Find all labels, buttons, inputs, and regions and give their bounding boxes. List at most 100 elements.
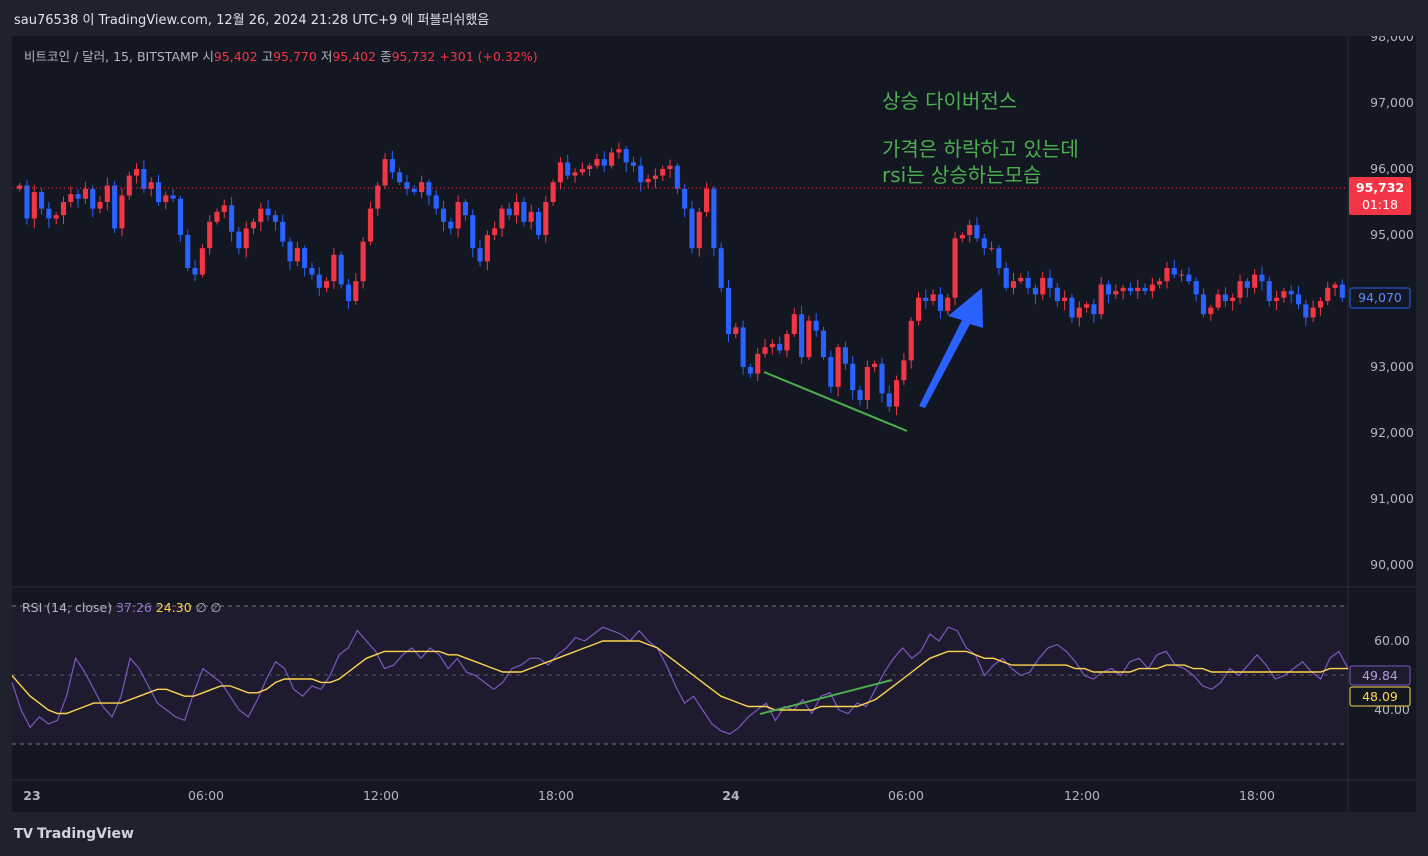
candle-body bbox=[112, 185, 118, 229]
candle-body bbox=[1149, 284, 1155, 292]
candle-body bbox=[506, 208, 512, 216]
candle-body bbox=[39, 192, 45, 209]
candle-body bbox=[75, 194, 81, 199]
candle-body bbox=[155, 182, 162, 202]
chart-area[interactable]: 98,000 97,000 96,000 95,000 93,000 92,000 91,0… bbox=[12, 36, 1416, 812]
candle-body bbox=[177, 198, 183, 235]
candle-body bbox=[221, 205, 227, 212]
rsi-ma-line bbox=[12, 640, 1348, 715]
candle-body bbox=[141, 169, 147, 189]
candle-body bbox=[806, 320, 812, 358]
candle-body bbox=[923, 297, 929, 301]
candle-body bbox=[1230, 297, 1236, 301]
candle-body bbox=[243, 228, 249, 249]
candle-body bbox=[777, 343, 783, 351]
candle-body bbox=[835, 347, 841, 387]
current-price-badge bbox=[1349, 177, 1411, 215]
candle-body bbox=[411, 188, 417, 193]
candle-body bbox=[799, 314, 805, 358]
candle-body bbox=[126, 175, 132, 196]
rsi-legend[interactable]: RSI (14, close) 37.26 24.30 ∅ ∅ bbox=[22, 600, 221, 615]
chart-canvas[interactable]: 98,000 97,000 96,000 95,000 93,000 92,000 91,0… bbox=[12, 36, 1416, 812]
rsi-extra1: ∅ bbox=[195, 600, 207, 615]
candle-body bbox=[455, 202, 461, 229]
candle-body bbox=[959, 235, 965, 239]
price-tick-label: 91,000 bbox=[1370, 491, 1414, 506]
candle-body bbox=[1186, 274, 1192, 282]
candle-body bbox=[696, 211, 702, 249]
candle-body bbox=[1259, 274, 1265, 282]
candle-body bbox=[623, 149, 629, 163]
candle-body bbox=[31, 192, 37, 219]
candle-body bbox=[1120, 287, 1126, 292]
candle-body bbox=[1332, 284, 1338, 288]
countdown-value: 01:18 bbox=[1362, 197, 1398, 212]
price-tick-label: 90,000 bbox=[1370, 557, 1414, 572]
time-tick-label: 12:00 bbox=[1064, 788, 1100, 803]
candle-body bbox=[704, 188, 710, 212]
candle-body bbox=[1076, 307, 1082, 318]
price-tick-label: 95,000 bbox=[1370, 227, 1414, 242]
time-tick-label: 06:00 bbox=[888, 788, 924, 803]
candle-body bbox=[440, 208, 447, 222]
symbol-legend[interactable]: 비트코인 / 달러, 15, BITSTAMP 시95,402 고95,770 … bbox=[24, 46, 538, 65]
candle-body bbox=[594, 159, 600, 166]
crosshair-price-badge bbox=[1349, 287, 1411, 309]
candle-body bbox=[163, 195, 169, 202]
candle-body bbox=[1200, 294, 1207, 315]
candle-body bbox=[1222, 294, 1228, 301]
candle-body bbox=[762, 347, 768, 354]
candle-body bbox=[229, 205, 235, 232]
candle-body bbox=[543, 202, 549, 235]
candle-body bbox=[842, 347, 848, 364]
candle-body bbox=[689, 208, 695, 249]
candle-body bbox=[53, 215, 59, 219]
candle-body bbox=[791, 314, 797, 334]
rsi-extra2: ∅ bbox=[210, 600, 222, 615]
candle-body bbox=[521, 202, 527, 222]
candle-body bbox=[345, 284, 352, 301]
candle-body bbox=[1127, 287, 1133, 292]
candle-body bbox=[236, 231, 242, 249]
time-tick-label: 18:00 bbox=[1239, 788, 1275, 803]
candle-body bbox=[1157, 281, 1163, 285]
candle-body bbox=[484, 235, 490, 262]
rsi-ma-badge bbox=[1349, 686, 1411, 707]
candle-body bbox=[104, 185, 110, 202]
up-arrow-icon[interactable] bbox=[919, 288, 983, 408]
brand-name: TradingView bbox=[36, 826, 134, 842]
candle-body bbox=[82, 188, 88, 199]
candle-body bbox=[1084, 304, 1090, 308]
candle-body bbox=[894, 380, 900, 407]
candle-body bbox=[185, 235, 191, 268]
footer-bar: TV TradingView bbox=[0, 812, 1428, 856]
tradingview-logo[interactable]: TV TradingView bbox=[14, 826, 134, 842]
candle-body bbox=[309, 268, 315, 275]
candle-body bbox=[389, 159, 395, 173]
candle-body bbox=[433, 195, 439, 209]
candle-body bbox=[170, 195, 176, 199]
candle-body bbox=[1040, 277, 1046, 295]
rsi-divergence-line[interactable] bbox=[759, 679, 893, 715]
candle-body bbox=[316, 274, 322, 288]
candle-body bbox=[367, 208, 373, 242]
candle-body bbox=[989, 248, 995, 250]
annotation-text[interactable]: 상승 다이버전스 가격은 하락하고 있는데 rsi는 상승하는모습 bbox=[882, 88, 1079, 188]
candle-body bbox=[419, 182, 425, 193]
candle-body bbox=[820, 330, 827, 358]
candle-body bbox=[353, 281, 359, 301]
candle-body bbox=[294, 248, 300, 262]
candle-body bbox=[134, 169, 140, 176]
price-divergence-line[interactable] bbox=[763, 371, 908, 432]
rsi-group bbox=[12, 626, 1349, 735]
candle-body bbox=[375, 185, 381, 209]
candle-body bbox=[733, 327, 739, 334]
candle-body bbox=[930, 294, 936, 301]
candle-body bbox=[68, 194, 74, 202]
candle-body bbox=[1215, 294, 1221, 308]
candle-body bbox=[1171, 268, 1177, 275]
annotation-title: 상승 다이버전스 bbox=[882, 89, 1018, 113]
open-value: 95,402 bbox=[213, 49, 258, 64]
candle-body bbox=[214, 211, 220, 222]
candle-body bbox=[996, 248, 1002, 268]
